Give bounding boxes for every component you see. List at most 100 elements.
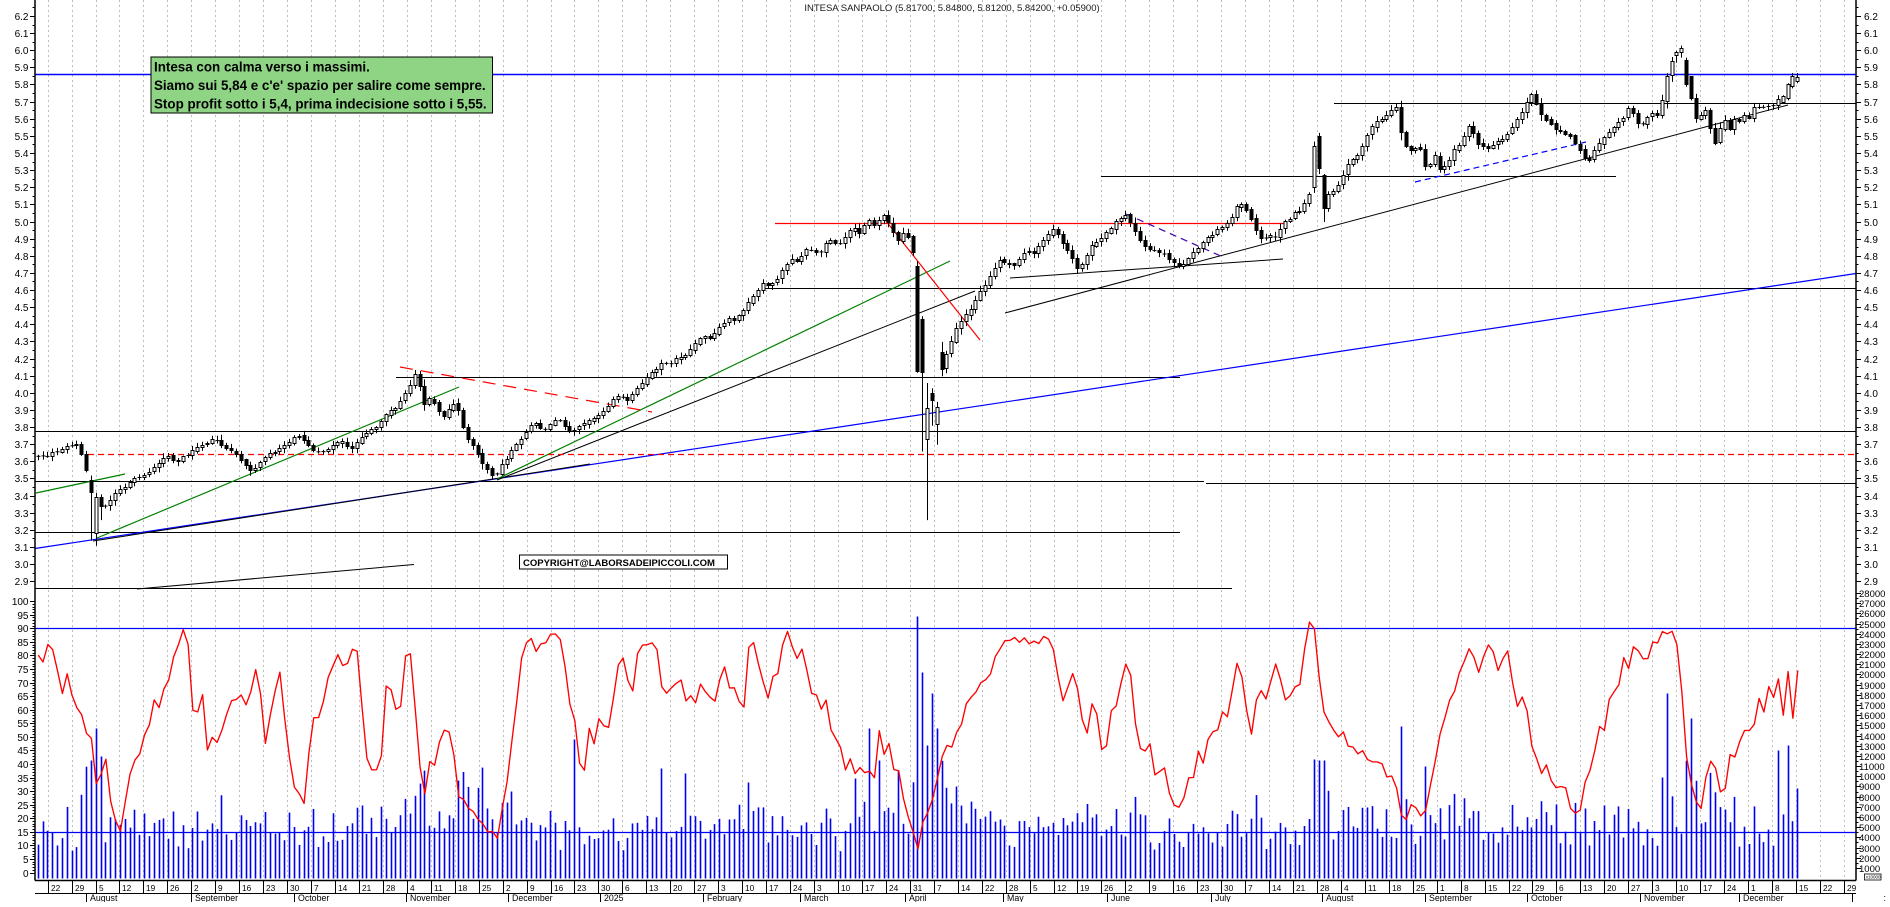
svg-text:55: 55	[17, 719, 29, 730]
svg-text:25: 25	[482, 883, 492, 893]
svg-text:28: 28	[1320, 883, 1330, 893]
svg-text:1000: 1000	[1859, 864, 1880, 875]
svg-text:3.9: 3.9	[15, 406, 29, 417]
svg-text:5.1: 5.1	[15, 200, 29, 211]
svg-text:August: August	[1326, 893, 1354, 902]
svg-text:December: December	[1743, 893, 1784, 902]
svg-text:7: 7	[937, 883, 942, 893]
svg-text:17: 17	[769, 883, 779, 893]
svg-text:5.0: 5.0	[1864, 218, 1878, 229]
svg-text:5.5: 5.5	[1864, 132, 1878, 143]
svg-text:16: 16	[1176, 883, 1186, 893]
svg-text:19000: 19000	[1859, 681, 1885, 692]
svg-text:75: 75	[17, 665, 29, 676]
svg-text:5.0: 5.0	[15, 218, 29, 229]
svg-text:2.9: 2.9	[1864, 577, 1878, 588]
svg-text:Stop profit sotto i 5,4, prima: Stop profit sotto i 5,4, prima indecisio…	[154, 97, 487, 112]
svg-text:24000: 24000	[1859, 630, 1885, 641]
svg-text:95: 95	[17, 611, 29, 622]
svg-text:5: 5	[99, 883, 104, 893]
svg-text:2.9: 2.9	[15, 577, 29, 588]
svg-text:December: December	[512, 893, 553, 902]
svg-text:5.4: 5.4	[1864, 149, 1878, 160]
svg-text:July: July	[1215, 893, 1231, 902]
svg-text:2: 2	[506, 883, 511, 893]
svg-text:4: 4	[410, 883, 415, 893]
svg-text:3.3: 3.3	[15, 509, 29, 520]
svg-text:6: 6	[625, 883, 630, 893]
svg-text:5.9: 5.9	[15, 63, 29, 74]
svg-text:Siamo sui 5,84 e c'e' spazio p: Siamo sui 5,84 e c'e' spazio per salire …	[154, 78, 486, 93]
svg-text:9000: 9000	[1859, 782, 1880, 793]
svg-text:31: 31	[913, 883, 923, 893]
svg-text:18000: 18000	[1859, 691, 1885, 702]
svg-text:45: 45	[17, 746, 29, 757]
svg-text:3.4: 3.4	[15, 492, 29, 503]
svg-text:3.8: 3.8	[1864, 423, 1878, 434]
svg-text:5.1: 5.1	[1864, 200, 1878, 211]
svg-text:5000: 5000	[1859, 823, 1880, 834]
svg-text:7: 7	[314, 883, 319, 893]
svg-text:4.6: 4.6	[1864, 286, 1878, 297]
svg-text:19: 19	[146, 883, 156, 893]
svg-text:COPYRIGHT@LABORSADEIPICCOLI.CO: COPYRIGHT@LABORSADEIPICCOLI.COM	[523, 558, 715, 569]
svg-text:4.1: 4.1	[1864, 372, 1878, 383]
svg-text:3.7: 3.7	[1864, 440, 1878, 451]
svg-text:22: 22	[985, 883, 995, 893]
svg-text:40: 40	[17, 760, 29, 771]
svg-text:28000: 28000	[1859, 589, 1885, 600]
svg-text:21: 21	[362, 883, 372, 893]
svg-text:30: 30	[601, 883, 611, 893]
svg-text:14: 14	[1272, 883, 1282, 893]
svg-text:4.8: 4.8	[15, 252, 29, 263]
svg-text:100: 100	[12, 597, 29, 608]
svg-text:24: 24	[1727, 883, 1737, 893]
svg-text:80: 80	[17, 651, 29, 662]
svg-text:5.7: 5.7	[1864, 98, 1878, 109]
svg-text:3.6: 3.6	[1864, 457, 1878, 468]
svg-text:2: 2	[194, 883, 199, 893]
svg-text:16000: 16000	[1859, 711, 1885, 722]
svg-text:March: March	[804, 893, 829, 902]
svg-text:8000: 8000	[1859, 793, 1880, 804]
svg-text:29: 29	[1535, 883, 1545, 893]
svg-text:3.3: 3.3	[1864, 509, 1878, 520]
svg-text:19: 19	[1080, 883, 1090, 893]
svg-text:20: 20	[17, 814, 29, 825]
svg-text:February: February	[707, 893, 743, 902]
svg-text:August: August	[90, 893, 118, 902]
svg-text:3.1: 3.1	[15, 543, 29, 554]
svg-text:September: September	[195, 893, 238, 902]
svg-text:6000: 6000	[1859, 813, 1880, 824]
svg-text:9: 9	[218, 883, 223, 893]
svg-text:29: 29	[75, 883, 85, 893]
svg-text:25000: 25000	[1859, 620, 1885, 631]
svg-text:4.7: 4.7	[1864, 269, 1878, 280]
svg-text:5.6: 5.6	[15, 115, 29, 126]
svg-text::: :	[1884, 893, 1886, 902]
svg-text:4.1: 4.1	[15, 372, 29, 383]
svg-text:October: October	[298, 893, 329, 902]
svg-text:23: 23	[1200, 883, 1210, 893]
svg-text:9: 9	[530, 883, 535, 893]
svg-text:11: 11	[434, 883, 443, 893]
svg-text:3: 3	[721, 883, 726, 893]
svg-text:28: 28	[386, 883, 396, 893]
svg-text:3.0: 3.0	[15, 560, 29, 571]
svg-text:4.0: 4.0	[1864, 389, 1878, 400]
svg-text:3.2: 3.2	[1864, 526, 1878, 537]
svg-text:5: 5	[1033, 883, 1038, 893]
svg-text:5.2: 5.2	[1864, 183, 1878, 194]
svg-text:8: 8	[1464, 883, 1469, 893]
svg-text:May: May	[1007, 893, 1024, 902]
svg-text:12000: 12000	[1859, 752, 1885, 763]
svg-text:x10000: x10000	[1866, 875, 1881, 880]
svg-text:2: 2	[1128, 883, 1133, 893]
svg-text:April: April	[909, 893, 927, 902]
svg-text:1: 1	[1751, 883, 1756, 893]
svg-text:2000: 2000	[1859, 854, 1880, 865]
svg-text:20: 20	[1607, 883, 1617, 893]
svg-text:6.0: 6.0	[1864, 46, 1878, 57]
svg-text:6: 6	[1559, 883, 1564, 893]
svg-text:14: 14	[338, 883, 348, 893]
